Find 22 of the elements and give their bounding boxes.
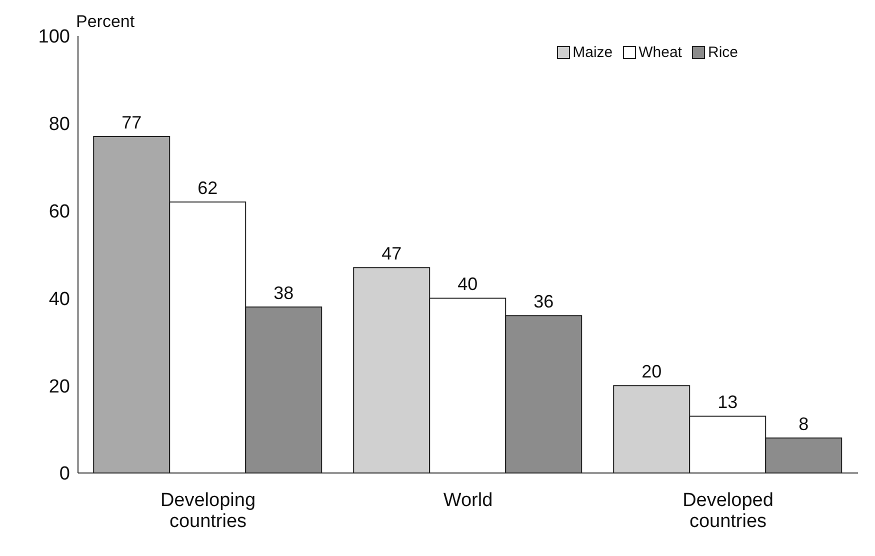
y-axis-title: Percent	[76, 12, 135, 32]
data-label: 47	[382, 244, 402, 264]
data-label: 36	[534, 292, 554, 312]
data-label: 40	[458, 274, 478, 294]
y-tick-label: 80	[48, 114, 70, 136]
legend-label: Rice	[706, 44, 738, 61]
y-tick-label: 20	[48, 376, 70, 398]
x-tick-label: World	[443, 490, 493, 512]
x-tick-label: Developing countries	[160, 490, 256, 532]
y-tick-label: 100	[38, 26, 70, 48]
data-label: 8	[798, 414, 809, 434]
data-label: 20	[642, 362, 662, 382]
data-label: 38	[274, 282, 294, 303]
y-tick-label: 40	[48, 288, 70, 310]
y-tick-label: 0	[59, 464, 70, 485]
x-tick-label: Developed countries	[682, 490, 774, 532]
data-label: 13	[718, 392, 738, 412]
legend-label: Maize	[572, 44, 613, 61]
y-tick-label: 60	[48, 202, 70, 223]
legend-label: Wheat	[638, 44, 682, 61]
data-label: 62	[198, 178, 218, 198]
data-label: 77	[122, 112, 142, 133]
